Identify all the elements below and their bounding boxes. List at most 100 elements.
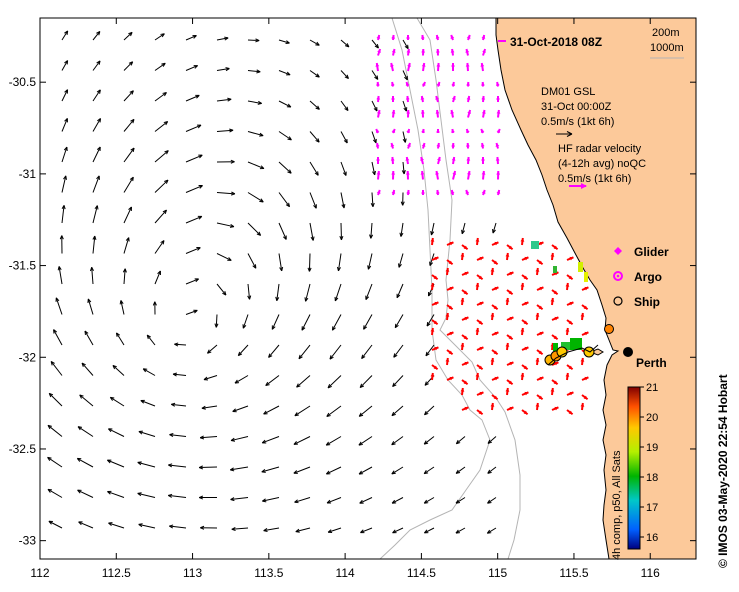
model-arrowhead: [237, 351, 243, 357]
model-arrow: [402, 161, 405, 175]
radar-arrowhead: [464, 271, 469, 276]
radar-arrowhead: [465, 143, 470, 147]
model-arrowhead: [89, 266, 94, 272]
model-arrowhead: [263, 528, 268, 533]
radar-arrowhead: [466, 35, 471, 39]
radar-arrowhead: [405, 157, 410, 161]
title-block: 31-Oct-2018 08Z: [498, 35, 602, 49]
model-arrowhead: [398, 263, 402, 268]
model-arrow: [309, 161, 319, 176]
model-arrow: [278, 161, 292, 174]
model-arrowhead: [214, 323, 219, 328]
radar-legend: HF radar velocity (4-12h avg) noQC 0.5m/…: [558, 143, 646, 189]
radar-arrowhead: [538, 395, 543, 400]
perth-label: Perth: [636, 356, 667, 370]
radar-arrowhead: [375, 129, 380, 133]
model-arrow: [247, 253, 257, 269]
radar-arrowhead: [376, 171, 381, 175]
symbol-legend: Glider Argo Ship: [613, 245, 669, 309]
sst-patch: [553, 266, 557, 273]
model-arrowhead: [487, 469, 492, 474]
radar-arrowhead: [481, 190, 486, 194]
model-arrow: [391, 436, 404, 446]
model-arrowhead: [487, 439, 492, 444]
model-arrowhead: [196, 247, 201, 251]
radar-arrowhead: [569, 256, 574, 261]
model-arrow: [84, 330, 94, 346]
model-arrowhead: [130, 118, 135, 124]
model-arrowhead: [48, 392, 54, 398]
model-arrowhead: [84, 330, 89, 336]
contour-200m: [416, 17, 521, 560]
model-arrow: [423, 436, 435, 445]
model-arrow: [400, 222, 404, 237]
radar-arrowhead: [451, 157, 456, 161]
model-arrowhead: [344, 43, 350, 48]
colorbar-tick-label: 21: [646, 382, 658, 394]
model-arrow: [47, 424, 63, 437]
radar-arrowhead: [433, 275, 438, 280]
radar-line2: (4-12h avg) noQC: [558, 158, 646, 170]
radar-arrowhead: [568, 275, 573, 280]
x-tick-label: 113.5: [254, 566, 283, 580]
perth-marker: [623, 347, 633, 357]
model-arrowhead: [261, 439, 267, 444]
model-arrowhead: [313, 204, 317, 209]
radar-arrowhead: [467, 171, 471, 175]
model-arrow: [391, 405, 404, 417]
radar-arrowhead: [467, 110, 472, 114]
radar-arrowhead: [539, 331, 544, 336]
model-arrowhead: [261, 468, 266, 473]
model-arrowhead: [119, 300, 124, 305]
model-arrowhead: [174, 342, 179, 347]
model-arrowhead: [427, 291, 432, 297]
glider-marker: [614, 247, 622, 255]
model-arrowhead: [285, 40, 290, 45]
model-arrow: [92, 89, 101, 102]
radar-arrowhead: [494, 286, 499, 291]
model-arrow: [107, 491, 125, 498]
model-arrow: [185, 35, 197, 41]
model-arrowhead: [162, 92, 167, 97]
model-arrow: [423, 497, 435, 504]
radar-arrowhead: [481, 35, 486, 39]
model-arrowhead: [358, 441, 363, 446]
model-arrowhead: [222, 291, 227, 296]
model-arrowhead: [370, 202, 375, 208]
radar-arrowhead: [435, 35, 440, 39]
model-arrowhead: [287, 169, 292, 174]
model-arrow: [47, 488, 63, 498]
model-arrow: [92, 146, 101, 163]
model-arrow: [154, 33, 165, 41]
radar-arrowhead: [496, 110, 501, 114]
model-arrowhead: [327, 383, 332, 389]
model-arrowhead: [279, 266, 284, 272]
radar-arrowhead: [433, 365, 438, 370]
contour-legend: 200m 1000m: [650, 27, 684, 59]
model-arrowhead: [137, 492, 142, 497]
model-arrowhead: [363, 325, 368, 330]
model-arrowhead: [429, 261, 433, 266]
radar-arrowhead: [460, 298, 465, 302]
radar-arrowhead: [490, 313, 495, 317]
model-arrow: [261, 466, 280, 473]
radar-arrowhead: [535, 358, 540, 362]
model-arrowhead: [109, 396, 115, 401]
glider-track: [531, 241, 614, 366]
model-arrow: [456, 436, 466, 445]
model-arrowhead: [326, 499, 332, 504]
model-arrow: [123, 206, 132, 224]
model-arrow: [305, 283, 311, 302]
model-arrows: [47, 30, 497, 534]
model-arrowhead: [129, 90, 134, 95]
model-arrowhead: [455, 529, 460, 534]
model-arrowhead: [425, 351, 430, 357]
model-arrowhead: [294, 499, 299, 504]
model-arrow: [169, 525, 187, 529]
radar-arrowhead: [460, 253, 465, 257]
model-arrowhead: [486, 529, 492, 534]
model-arrow: [92, 175, 100, 193]
radar-arrowhead: [535, 268, 540, 272]
model-arrow: [172, 373, 187, 376]
